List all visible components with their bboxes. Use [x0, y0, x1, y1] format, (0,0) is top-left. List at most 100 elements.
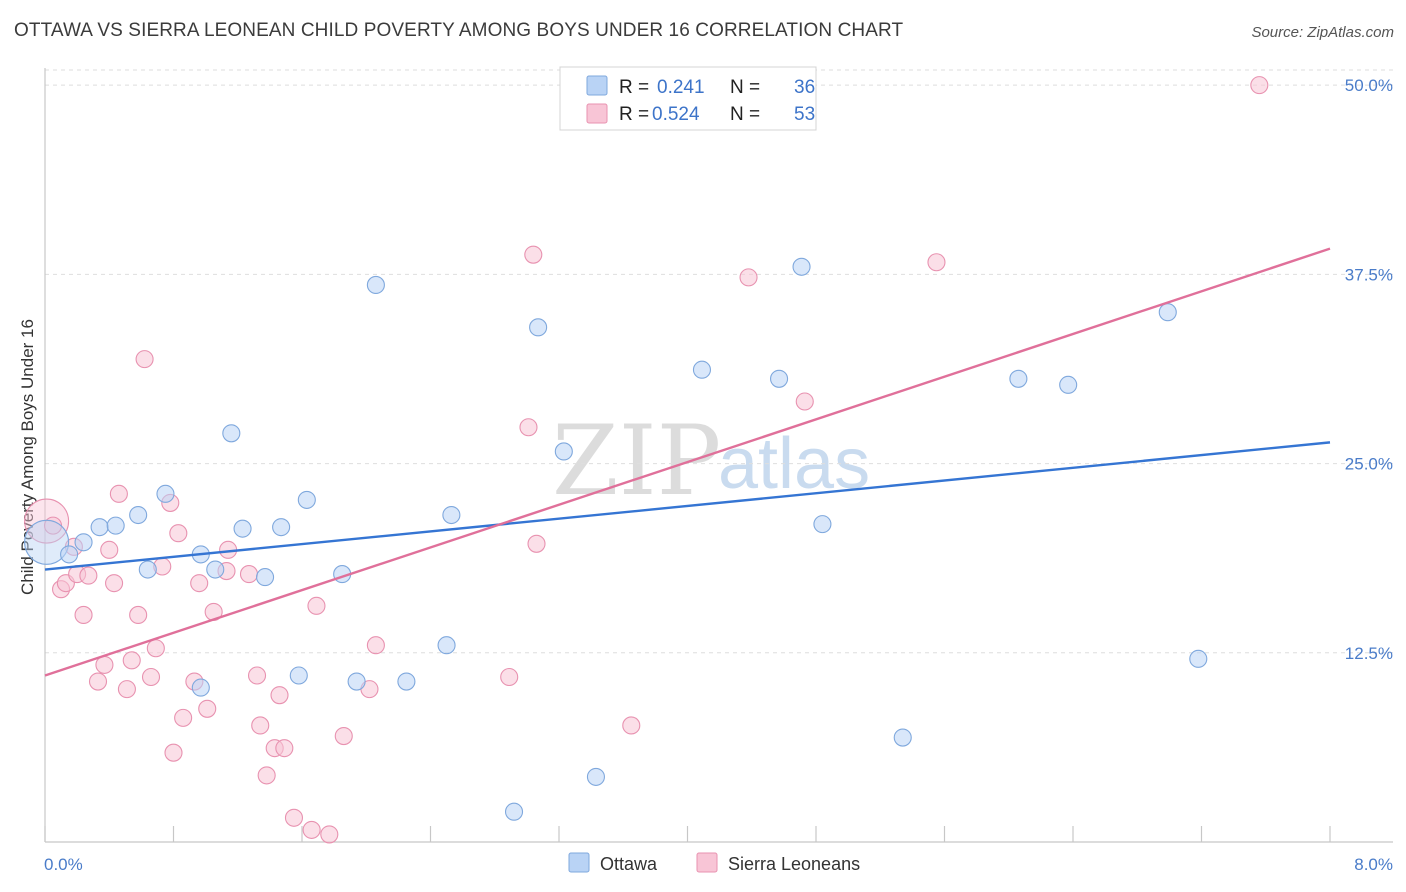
ottawa-point: [586, 767, 605, 786]
sierra-leoneans-point: [74, 605, 93, 624]
ottawa-point: [1158, 303, 1177, 322]
legend-r-value-ottawa: 0.241: [657, 77, 705, 98]
legend-swatch-sierra: [586, 103, 608, 124]
sierra-leoneans-point: [500, 667, 519, 687]
legend: R = 0.241 N = 36 R = 0.524 N = 53: [559, 66, 817, 131]
sierra-leoneans-point: [927, 253, 946, 272]
ottawa-point: [289, 666, 308, 685]
sierra-leoneans-point: [622, 716, 641, 735]
series-legend-label-ottawa: Ottawa: [600, 854, 658, 874]
ottawa-point: [222, 424, 241, 443]
ottawa-point: [437, 636, 456, 655]
sierra-leoneans-point: [795, 392, 814, 411]
ottawa-point: [366, 275, 385, 294]
ottawa-point: [74, 533, 93, 552]
sierra-leoneans-point: [122, 651, 141, 670]
y-tick-label: 12.5%: [1345, 644, 1393, 663]
x-tick-label-max: 8.0%: [1354, 855, 1393, 874]
ottawa-point: [692, 360, 712, 379]
sierra-leoneans-point: [1250, 76, 1269, 95]
sierra-leoneans-point: [275, 739, 294, 758]
ottawa-point: [1189, 649, 1208, 668]
legend-r-value-sierra: 0.524: [652, 104, 700, 125]
y-tick-label: 50.0%: [1345, 76, 1393, 95]
sierra-leoneans-point: [524, 245, 543, 264]
ottawa-point: [529, 318, 548, 337]
sierra-leoneans-point: [146, 639, 165, 658]
y-tick-labels: 12.5% 25.0% 37.5% 50.0%: [1345, 76, 1393, 663]
series-legend-swatch-sierra: [696, 852, 718, 873]
sierra-leoneans-point: [129, 605, 148, 624]
sierra-leoneans-point: [169, 524, 188, 543]
ottawa-point: [60, 545, 79, 564]
sierra-leoneans-point: [239, 565, 259, 584]
ottawa-point: [106, 516, 125, 535]
sierra-leoneans-point: [251, 716, 270, 735]
ottawa-point: [770, 369, 789, 388]
legend-n-value-ottawa: 36: [794, 77, 815, 98]
sierra-leoneans-point: [307, 596, 326, 615]
ottawa-point: [893, 728, 912, 747]
ottawa-point: [1009, 369, 1028, 388]
legend-n-value-sierra: 53: [794, 104, 815, 125]
ottawa-point: [442, 505, 461, 525]
sierra-leoneans-point: [141, 667, 161, 687]
ottawa-point: [792, 257, 811, 276]
sierra-leoneans-point: [190, 574, 209, 593]
sierra-leoneans-point: [519, 418, 538, 437]
sierra-leoneans-point: [247, 666, 267, 685]
sierra-leoneans-point: [164, 743, 183, 762]
sierra-leoneans-point: [109, 484, 128, 503]
ottawa-point: [191, 678, 210, 697]
y-tick-label: 25.0%: [1345, 455, 1393, 474]
trend-lines: [44, 247, 1331, 677]
ottawa-point: [297, 490, 316, 509]
ottawa-point: [90, 518, 109, 537]
sierra-leoneans-point: [257, 766, 276, 785]
legend-n-label-sierra: N =: [730, 104, 760, 125]
ottawa-point: [272, 518, 291, 537]
ottawa-point: [156, 484, 175, 503]
ottawa-point: [1059, 375, 1078, 394]
series-legend: Ottawa Sierra Leoneans: [568, 852, 860, 874]
sierra-leoneans-point: [198, 699, 217, 718]
axes: [44, 68, 1393, 843]
legend-r-label-ottawa: R =: [619, 77, 649, 98]
sierra-leoneans-point: [739, 268, 758, 287]
ottawa-point: [129, 505, 148, 525]
sierra-leoneans-point: [135, 350, 154, 369]
chart-source: Source: ZipAtlas.com: [1251, 24, 1394, 41]
legend-n-label-ottawa: N =: [730, 77, 760, 98]
ottawa-point: [554, 442, 573, 461]
sierra-leoneans-point: [105, 574, 124, 593]
watermark-zip: ZIP: [552, 405, 721, 517]
sierra-leoneans-point: [527, 534, 546, 553]
sierra-leoneans-point: [334, 726, 353, 746]
sierra-leoneans-trend-line: [44, 247, 1331, 677]
sierra-leoneans-point: [366, 636, 385, 655]
sierra-leoneans-point: [270, 686, 289, 705]
ottawa-point: [138, 560, 157, 579]
legend-swatch-ottawa: [586, 75, 608, 96]
sierra-leoneans-point: [320, 825, 339, 844]
sierra-leoneans-point: [100, 540, 119, 559]
ottawa-points: [24, 257, 1208, 821]
ottawa-point: [504, 802, 524, 821]
x-tick-label-min: 0.0%: [44, 855, 83, 874]
series-legend-swatch-ottawa: [568, 852, 590, 873]
sierra-leoneans-point: [79, 566, 98, 585]
y-tick-label: 37.5%: [1345, 265, 1393, 284]
sierra-leoneans-point: [174, 708, 193, 727]
ottawa-point: [206, 560, 225, 579]
ottawa-point: [347, 672, 366, 691]
ottawa-point: [24, 519, 70, 565]
ottawa-point: [233, 519, 252, 538]
chart-title: OTTAWA VS SIERRA LEONEAN CHILD POVERTY A…: [14, 20, 904, 41]
series-legend-label-sierra: Sierra Leoneans: [728, 854, 860, 874]
ottawa-point: [397, 672, 416, 691]
ottawa-point: [256, 568, 275, 587]
sierra-leoneans-point: [117, 680, 136, 699]
legend-r-label-sierra: R =: [619, 104, 649, 125]
sierra-leoneans-point: [284, 808, 304, 827]
